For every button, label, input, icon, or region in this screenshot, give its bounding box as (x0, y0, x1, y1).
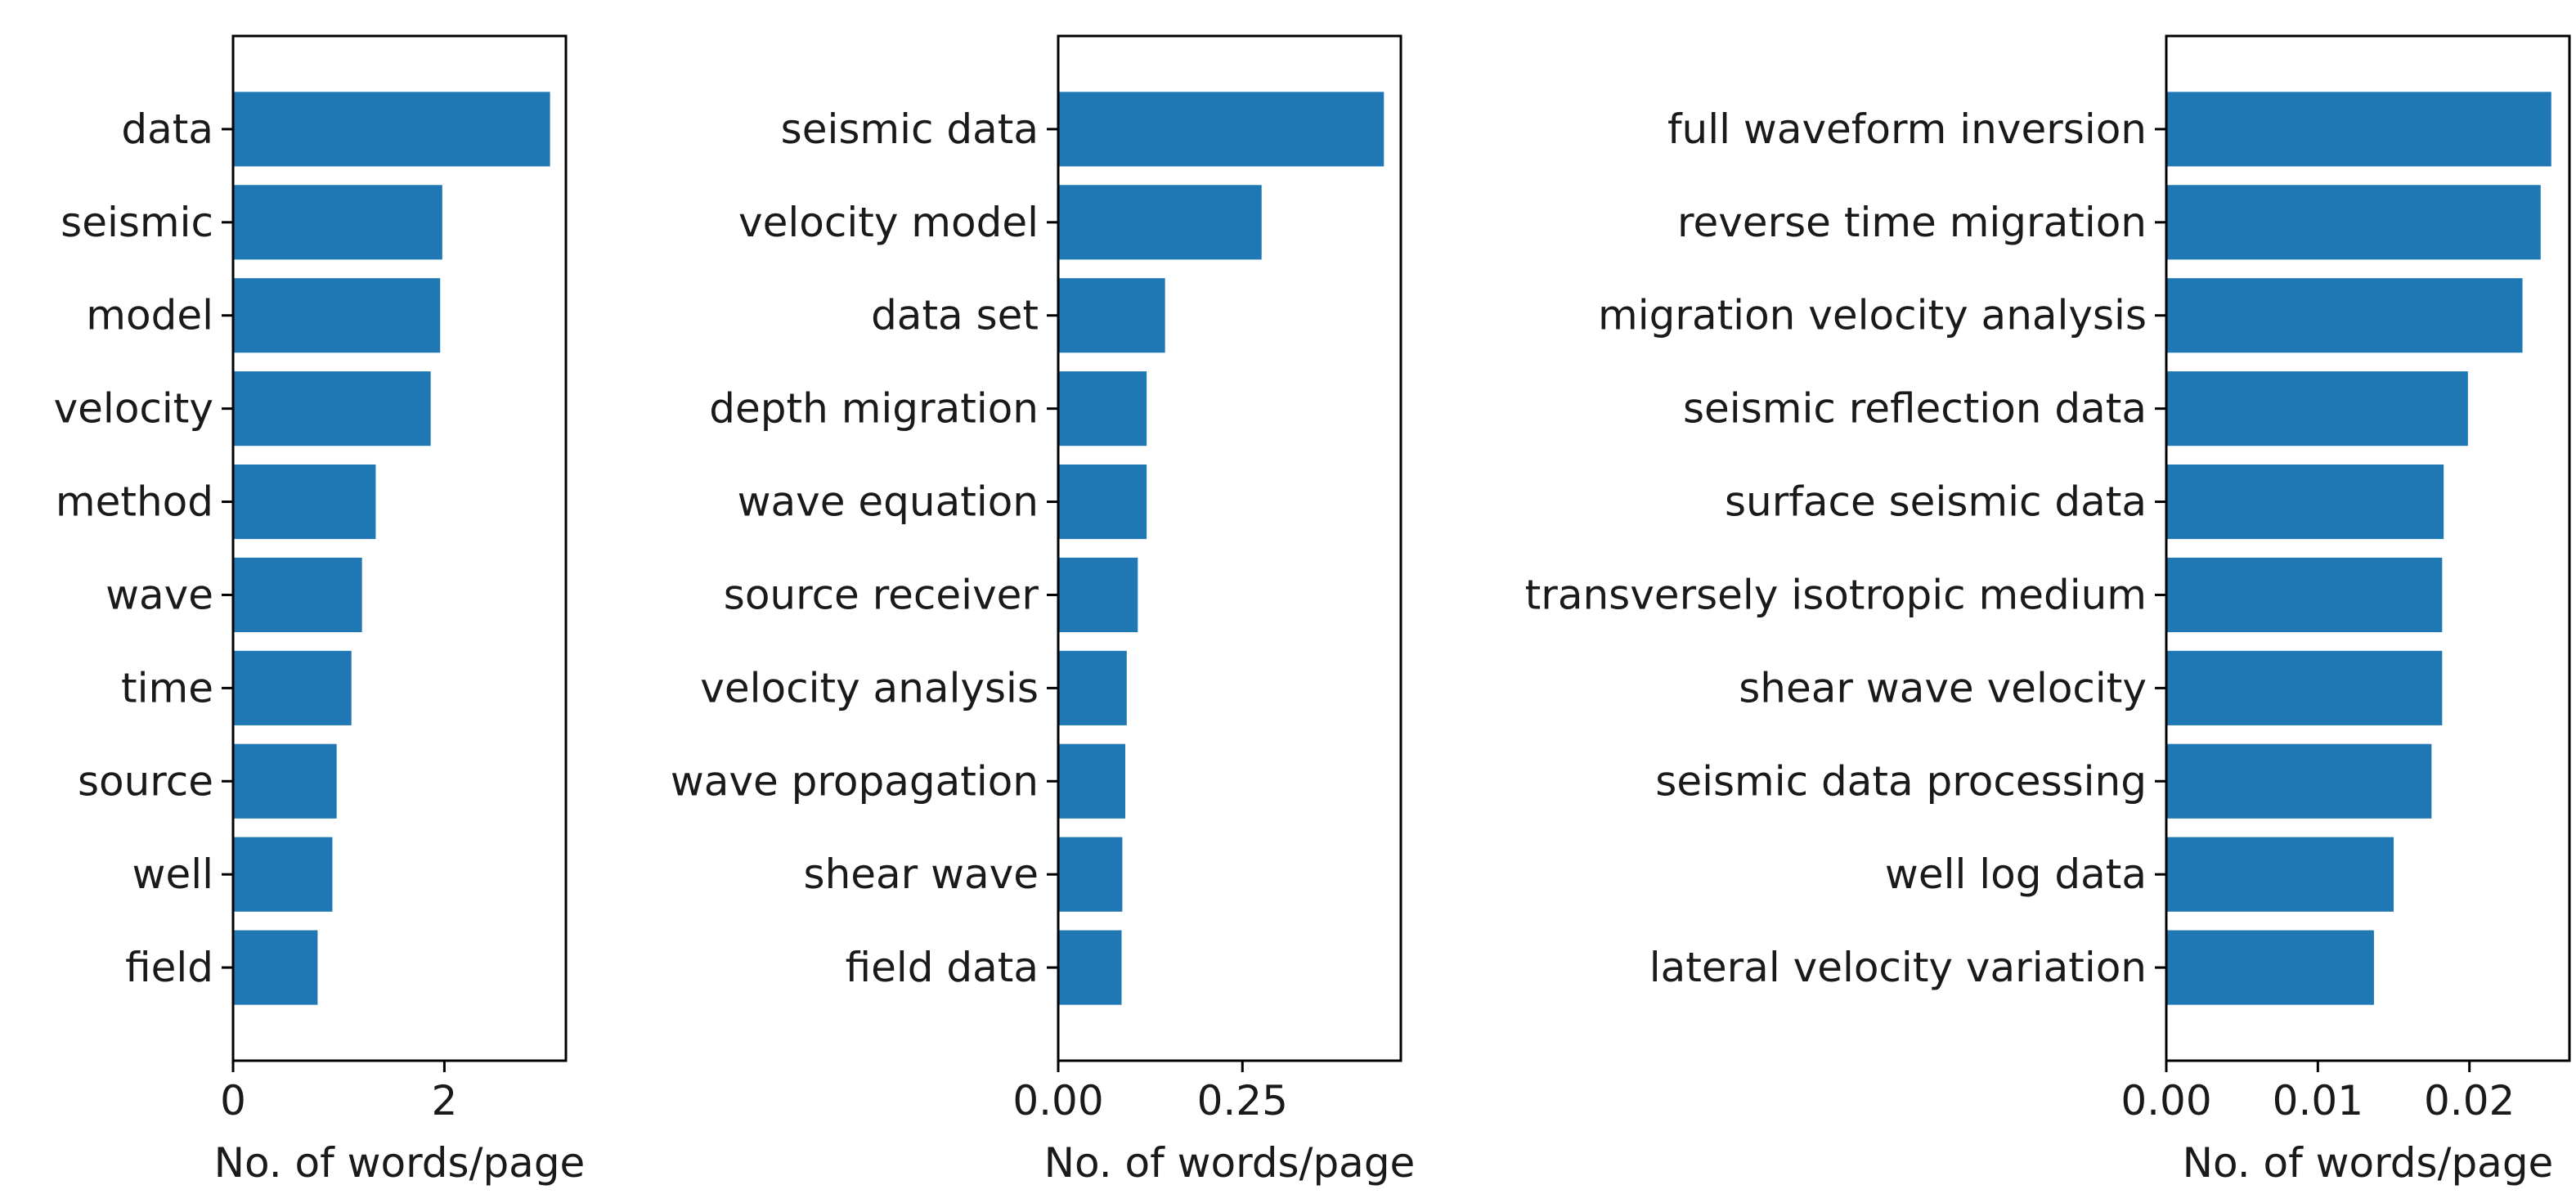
category-label: lateral velocity variation (1649, 944, 2147, 991)
bar-4 (2166, 371, 2468, 447)
bar-4 (233, 371, 431, 447)
category-label: well log data (1885, 851, 2147, 898)
bar-10 (2166, 930, 2374, 1005)
bar-7 (1058, 650, 1127, 725)
category-label: field (125, 944, 213, 991)
x-tick-label: 0.25 (1197, 1077, 1288, 1124)
category-label: wave equation (738, 478, 1039, 526)
bar-2 (1058, 185, 1262, 260)
bar-5 (2166, 464, 2444, 540)
bar-4 (1058, 371, 1147, 447)
chart-panel-3: full waveform inversion reverse time migr… (1525, 34, 2571, 1187)
category-label: model (86, 292, 213, 339)
bar-6 (233, 557, 362, 633)
bar-2 (233, 185, 442, 260)
category-label: time (121, 664, 213, 711)
bar-8 (2166, 743, 2432, 819)
category-label: depth migration (709, 385, 1039, 433)
category-label: seismic data processing (1655, 757, 2147, 805)
bar-8 (1058, 743, 1125, 819)
category-label: source receiver (724, 571, 1039, 618)
bar-9 (1058, 837, 1123, 912)
x-tick-label: 0.01 (2273, 1077, 2363, 1124)
x-tick-label: 0.00 (1012, 1077, 1103, 1124)
category-label: velocity model (738, 199, 1039, 246)
x-axis-label: No. of words/page (214, 1139, 586, 1187)
category-label: well (132, 851, 213, 898)
category-label: full waveform inversion (1667, 105, 2147, 153)
bar-3 (2166, 278, 2523, 353)
chart-panel-2: seismic data velocity model data set depth … (671, 34, 1416, 1187)
category-label: shear wave velocity (1739, 664, 2147, 711)
category-label: seismic reflection data (1683, 385, 2147, 433)
bar-8 (233, 743, 337, 819)
bar-6 (2166, 557, 2443, 633)
plot-frame (231, 34, 568, 1062)
bar-7 (2166, 650, 2443, 725)
category-label: source (78, 757, 213, 805)
category-label: surface seismic data (1725, 478, 2147, 526)
bar-5 (233, 464, 376, 540)
category-label: transversely isotropic medium (1525, 571, 2147, 618)
x-axis-label: No. of words/page (2183, 1139, 2554, 1187)
bar-3 (1058, 278, 1165, 353)
bar-9 (2166, 837, 2394, 912)
category-label: field data (846, 944, 1039, 991)
category-label: method (56, 478, 213, 526)
bar-5 (1058, 464, 1147, 540)
plot-frame (1057, 34, 1402, 1062)
x-axis-label: No. of words/page (1044, 1139, 1416, 1187)
category-label: data set (871, 292, 1039, 339)
bar-1 (233, 92, 550, 167)
category-label: reverse time migration (1677, 199, 2147, 246)
category-label: migration velocity analysis (1598, 292, 2147, 339)
category-label: seismic data (781, 105, 1039, 153)
bar-6 (1058, 557, 1138, 633)
x-tick-label: 0 (220, 1077, 246, 1124)
bar-10 (233, 930, 318, 1005)
x-tick-label: 0.02 (2424, 1077, 2515, 1124)
x-tick-label: 0.00 (2120, 1077, 2211, 1124)
category-label: wave propagation (671, 757, 1039, 805)
x-tick-label: 2 (432, 1077, 458, 1124)
chart-panel-1: data seismic model velocity method wave time so… (54, 34, 586, 1187)
category-label: velocity (54, 385, 213, 433)
category-label: wave (105, 571, 213, 618)
category-label: data (121, 105, 213, 153)
bar-3 (233, 278, 441, 353)
bar-7 (233, 650, 352, 725)
plot-frame (2165, 34, 2571, 1062)
bar-1 (1058, 92, 1384, 167)
category-label: shear wave (804, 851, 1039, 898)
category-label: seismic (61, 199, 213, 246)
category-label: velocity analysis (700, 664, 1039, 711)
bar-1 (2166, 92, 2551, 167)
bar-2 (2166, 185, 2541, 260)
bar-9 (233, 837, 333, 912)
bar-10 (1058, 930, 1122, 1005)
